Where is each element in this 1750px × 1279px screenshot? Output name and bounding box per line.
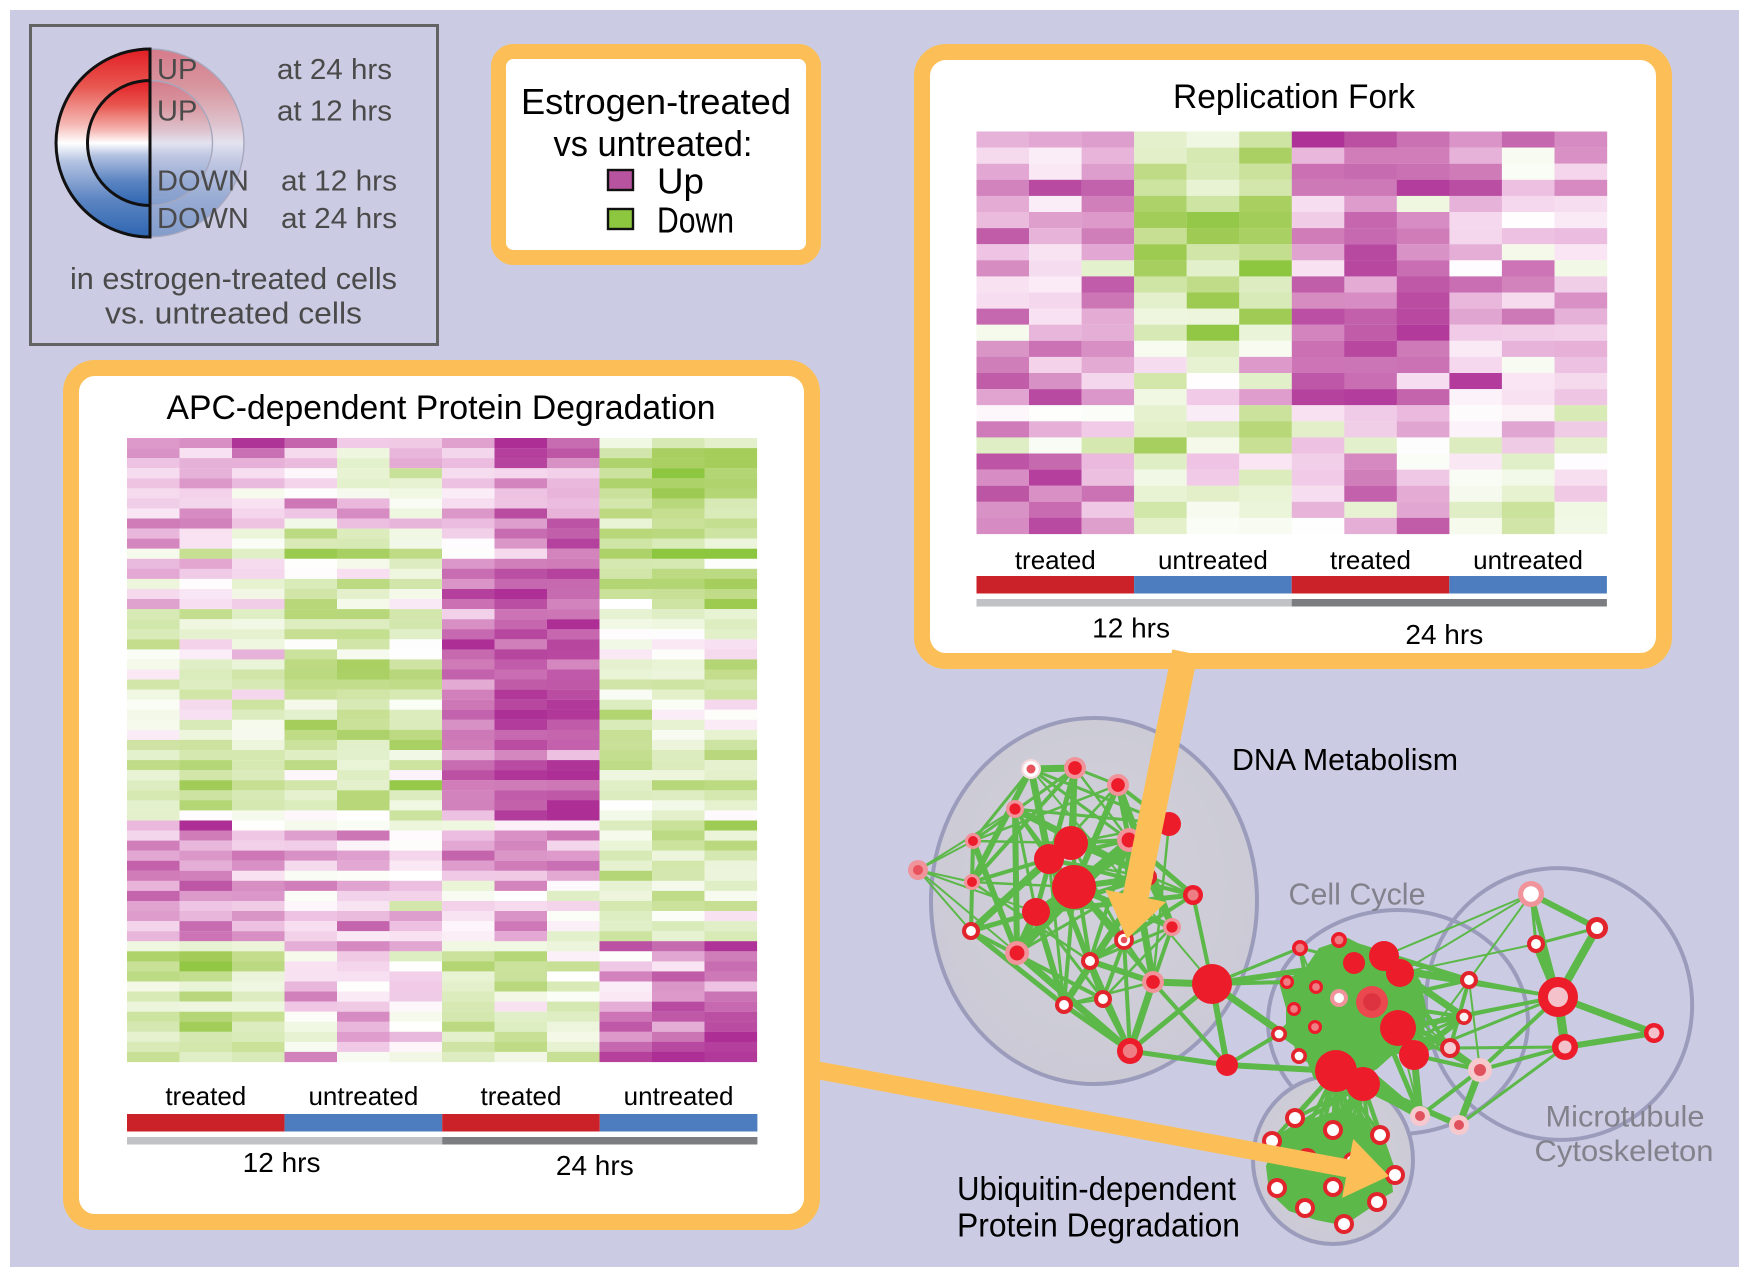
svg-text:Cytoskeleton: Cytoskeleton: [1535, 1135, 1714, 1168]
svg-text:DOWN: DOWN: [157, 203, 249, 235]
svg-text:DOWN: DOWN: [157, 165, 249, 197]
svg-text:untreated: untreated: [308, 1081, 418, 1111]
svg-text:untreated: untreated: [624, 1081, 734, 1111]
svg-text:at 12 hrs: at 12 hrs: [281, 165, 397, 197]
svg-text:12 hrs: 12 hrs: [1092, 613, 1170, 644]
svg-text:in estrogen-treated cells: in estrogen-treated cells: [70, 262, 397, 296]
svg-text:treated: treated: [481, 1081, 562, 1111]
svg-text:treated: treated: [165, 1081, 246, 1111]
svg-text:24 hrs: 24 hrs: [556, 1150, 634, 1181]
svg-text:Ubiquitin-dependent: Ubiquitin-dependent: [957, 1170, 1236, 1207]
svg-text:at 24 hrs: at 24 hrs: [277, 54, 392, 86]
svg-text:Up: Up: [657, 161, 704, 202]
svg-text:treated: treated: [1015, 545, 1096, 575]
svg-text:untreated: untreated: [1473, 545, 1583, 575]
svg-text:DNA Metabolism: DNA Metabolism: [1232, 742, 1458, 777]
svg-text:Protein Degradation: Protein Degradation: [957, 1207, 1240, 1244]
svg-text:Replication Fork: Replication Fork: [1173, 78, 1416, 116]
svg-text:UP: UP: [157, 96, 197, 128]
svg-text:at 24 hrs: at 24 hrs: [281, 203, 397, 235]
svg-text:Cell Cycle: Cell Cycle: [1289, 877, 1426, 912]
svg-text:vs. untreated cells: vs. untreated cells: [105, 297, 362, 331]
svg-text:treated: treated: [1330, 545, 1411, 575]
svg-text:24 hrs: 24 hrs: [1405, 619, 1483, 650]
svg-text:12 hrs: 12 hrs: [243, 1147, 321, 1178]
svg-text:at 12 hrs: at 12 hrs: [277, 96, 392, 128]
svg-text:UP: UP: [157, 54, 197, 86]
svg-text:vs untreated:: vs untreated:: [554, 123, 753, 164]
svg-text:untreated: untreated: [1158, 545, 1268, 575]
svg-text:Down: Down: [657, 200, 734, 241]
svg-text:Microtubule: Microtubule: [1546, 1101, 1705, 1134]
svg-text:Estrogen-treated: Estrogen-treated: [521, 81, 791, 122]
svg-text:APC-dependent Protein Degradat: APC-dependent Protein Degradation: [167, 389, 716, 427]
